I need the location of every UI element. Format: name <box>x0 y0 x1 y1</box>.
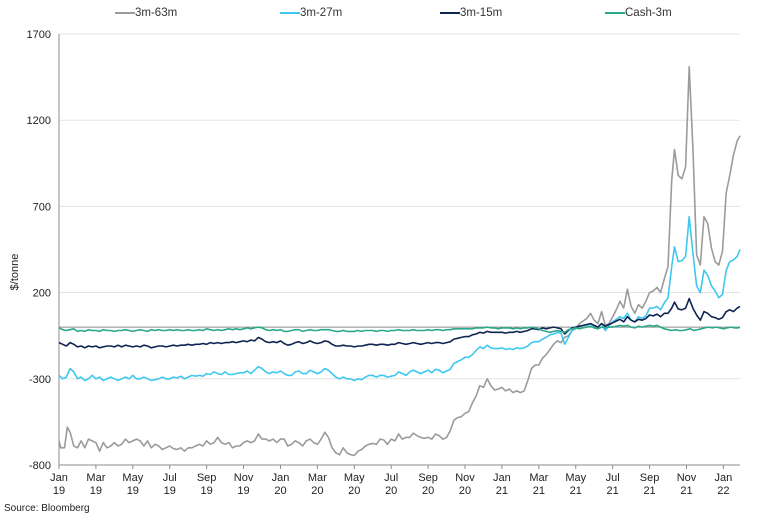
x-tick-label: Nov <box>455 472 475 484</box>
legend-label: Cash-3m <box>625 7 672 19</box>
legend-label: 3m-27m <box>300 7 343 19</box>
y-tick-labels: -800 -300 200 700 1200 1700 <box>27 29 51 472</box>
legend-item: Cash-3m <box>605 7 672 19</box>
x-tick-label: 20 <box>348 485 360 497</box>
legend-item: 3m-15m <box>440 7 502 19</box>
x-tick-label: 19 <box>127 485 139 497</box>
source-note: Source: Bloomberg <box>4 503 90 514</box>
x-tick-label: 22 <box>717 485 729 497</box>
legend-label: 3m-63m <box>135 7 178 19</box>
x-tick-label: Sep <box>640 472 660 484</box>
legend-label: 3m-15m <box>460 7 503 19</box>
legend-swatch <box>440 11 460 14</box>
x-tick-label: 19 <box>164 485 176 497</box>
x-tick-label: Jan <box>50 472 68 484</box>
x-tick-label: Jul <box>384 472 398 484</box>
x-tick-label: Jan <box>715 472 733 484</box>
x-tick-label: Mar <box>308 472 327 484</box>
y-tick-label: 1700 <box>27 29 51 41</box>
y-axis-label: $/tonne <box>9 254 21 291</box>
legend-item: 3m-27m <box>280 7 342 19</box>
x-tick-label: 20 <box>311 485 323 497</box>
series-line-3m-63m <box>58 66 741 457</box>
x-tick-label: 19 <box>201 485 213 497</box>
y-tick-label: 1200 <box>27 115 51 127</box>
x-tick-label: 21 <box>533 485 545 497</box>
x-tick-label: Nov <box>234 472 254 484</box>
x-tick-label: 19 <box>53 485 65 497</box>
x-tick-labels: Jan19Mar19May19Jul19Sep19Nov19Jan20Mar20… <box>50 472 732 497</box>
series-lines <box>58 66 741 457</box>
x-tick-label: Jul <box>163 472 177 484</box>
x-tick-label: 19 <box>90 485 102 497</box>
x-tick-label: May <box>122 472 143 484</box>
x-tick-label: 21 <box>607 485 619 497</box>
legend-swatch <box>115 11 135 14</box>
y-tick-label: -800 <box>29 460 51 472</box>
series-line-cash-3m <box>58 324 741 334</box>
y-tick-label: 200 <box>33 288 51 300</box>
x-tick-label: 20 <box>274 485 286 497</box>
x-tick-label: 20 <box>385 485 397 497</box>
x-tick-label: Mar <box>529 472 548 484</box>
y-tick-label: 700 <box>33 201 51 213</box>
legend-item: 3m-63m <box>115 7 177 19</box>
x-tick-label: Sep <box>197 472 217 484</box>
x-tick-label: 20 <box>459 485 471 497</box>
x-tick-label: Mar <box>86 472 105 484</box>
x-tick-label: 20 <box>422 485 434 497</box>
y-tick-label: -300 <box>29 374 51 386</box>
x-tick-label: 21 <box>643 485 655 497</box>
x-tick-label: Jan <box>493 472 511 484</box>
legend-swatch <box>605 11 625 14</box>
series-line-3m-27m <box>58 215 741 382</box>
legend: 3m-63m 3m-27m 3m-15m Cash-3m <box>0 7 770 27</box>
axes <box>58 34 740 469</box>
x-tick-label: May <box>565 472 586 484</box>
x-tick-label: Sep <box>418 472 438 484</box>
x-tick-label: 19 <box>237 485 249 497</box>
x-tick-label: 21 <box>680 485 692 497</box>
x-tick-label: Nov <box>677 472 697 484</box>
series-line-3m-15m <box>58 297 741 349</box>
x-tick-label: May <box>344 472 365 484</box>
x-tick-label: Jul <box>606 472 620 484</box>
legend-swatch <box>280 11 300 14</box>
x-tick-label: 21 <box>496 485 508 497</box>
x-tick-label: 21 <box>570 485 582 497</box>
x-tick-label: Jan <box>272 472 290 484</box>
